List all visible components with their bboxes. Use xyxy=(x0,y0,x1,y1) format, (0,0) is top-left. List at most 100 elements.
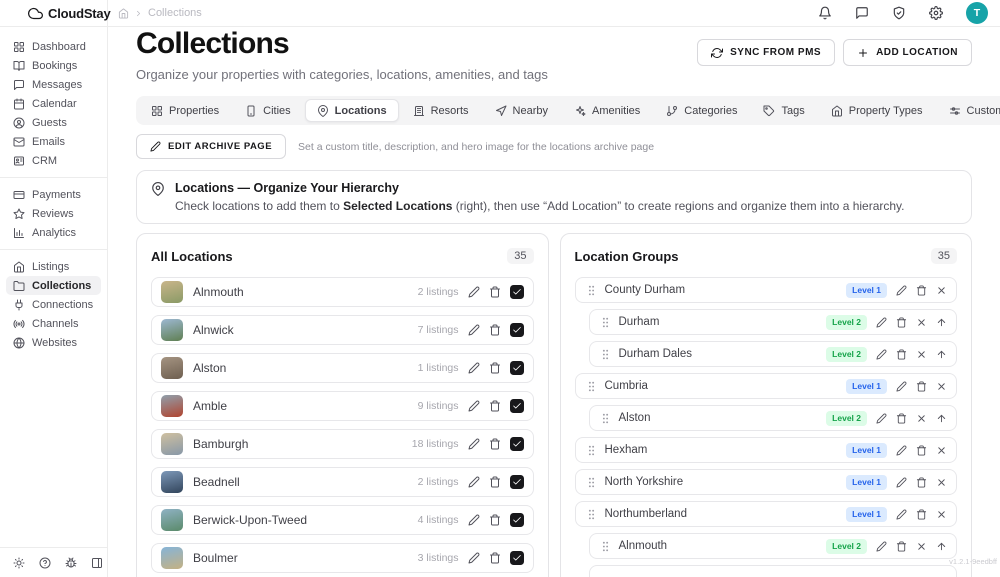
trash-icon[interactable] xyxy=(896,316,907,328)
location-checkbox[interactable] xyxy=(509,475,524,489)
group-row[interactable]: Durham Dales Level 2 xyxy=(588,341,957,367)
drag-handle-icon[interactable] xyxy=(599,348,612,361)
remove-icon[interactable] xyxy=(936,381,947,392)
location-checkbox[interactable] xyxy=(509,323,524,337)
edit-icon[interactable] xyxy=(876,349,887,360)
shield-check-icon[interactable] xyxy=(892,6,906,20)
edit-icon[interactable] xyxy=(468,552,480,564)
tab-properties[interactable]: Properties xyxy=(139,99,231,122)
tab-custom-fields[interactable]: Custom Fields xyxy=(937,99,1000,122)
location-row[interactable]: Alnmouth 2 listings xyxy=(151,277,534,307)
edit-icon[interactable] xyxy=(468,476,480,488)
edit-icon[interactable] xyxy=(876,541,887,552)
tab-resorts[interactable]: Resorts xyxy=(401,99,481,122)
trash-icon[interactable] xyxy=(896,412,907,424)
gear-icon[interactable] xyxy=(929,6,943,20)
move-up-icon[interactable] xyxy=(936,349,947,360)
remove-icon[interactable] xyxy=(936,285,947,296)
drag-handle-icon[interactable] xyxy=(585,476,598,489)
remove-icon[interactable] xyxy=(916,413,927,424)
location-row[interactable]: Amble 9 listings xyxy=(151,391,534,421)
remove-icon[interactable] xyxy=(916,541,927,552)
group-row[interactable]: Cumbria Level 1 xyxy=(574,373,957,399)
help-icon[interactable] xyxy=(39,557,51,569)
remove-icon[interactable] xyxy=(936,509,947,520)
edit-icon[interactable] xyxy=(896,509,907,520)
group-row[interactable] xyxy=(588,565,957,577)
trash-icon[interactable] xyxy=(916,284,927,296)
edit-icon[interactable] xyxy=(468,286,480,298)
edit-icon[interactable] xyxy=(896,381,907,392)
edit-icon[interactable] xyxy=(896,477,907,488)
trash-icon[interactable] xyxy=(916,380,927,392)
drag-handle-icon[interactable] xyxy=(585,444,598,457)
panel-icon[interactable] xyxy=(91,557,103,569)
location-row[interactable]: Bamburgh 18 listings xyxy=(151,429,534,459)
location-row[interactable]: Beadnell 2 listings xyxy=(151,467,534,497)
location-row[interactable]: Alston 1 listings xyxy=(151,353,534,383)
sun-icon[interactable] xyxy=(13,557,25,569)
trash-icon[interactable] xyxy=(489,286,501,298)
edit-icon[interactable] xyxy=(468,514,480,526)
drag-handle-icon[interactable] xyxy=(585,284,598,297)
bell-icon[interactable] xyxy=(818,6,832,20)
edit-icon[interactable] xyxy=(896,285,907,296)
group-row[interactable]: County Durham Level 1 xyxy=(574,277,957,303)
tab-property-types[interactable]: Property Types xyxy=(819,99,935,122)
edit-icon[interactable] xyxy=(896,445,907,456)
sidebar-item-connections[interactable]: Connections xyxy=(6,295,101,314)
sidebar-item-calendar[interactable]: Calendar xyxy=(6,94,101,113)
message-icon[interactable] xyxy=(855,6,869,20)
tab-tags[interactable]: Tags xyxy=(751,99,816,122)
sidebar-item-payments[interactable]: Payments xyxy=(6,185,101,204)
group-row[interactable]: Northumberland Level 1 xyxy=(574,501,957,527)
trash-icon[interactable] xyxy=(489,438,501,450)
location-checkbox[interactable] xyxy=(509,361,524,375)
drag-handle-icon[interactable] xyxy=(585,508,598,521)
remove-icon[interactable] xyxy=(916,317,927,328)
location-row[interactable]: Alnwick 7 listings xyxy=(151,315,534,345)
sidebar-item-websites[interactable]: Websites xyxy=(6,333,101,352)
edit-archive-page-button[interactable]: EDIT ARCHIVE PAGE xyxy=(136,134,287,159)
tab-locations[interactable]: Locations xyxy=(304,99,399,122)
sidebar-item-channels[interactable]: Channels xyxy=(6,314,101,333)
location-checkbox[interactable] xyxy=(509,513,524,527)
sidebar-item-emails[interactable]: Emails xyxy=(6,132,101,151)
edit-icon[interactable] xyxy=(468,438,480,450)
tab-categories[interactable]: Categories xyxy=(654,99,749,122)
sidebar-item-bookings[interactable]: Bookings xyxy=(6,56,101,75)
move-up-icon[interactable] xyxy=(936,317,947,328)
edit-icon[interactable] xyxy=(468,324,480,336)
logo[interactable]: CloudStay xyxy=(0,0,111,26)
sidebar-item-crm[interactable]: CRM xyxy=(6,151,101,170)
drag-handle-icon[interactable] xyxy=(599,540,612,553)
sidebar-item-analytics[interactable]: Analytics xyxy=(6,223,101,242)
location-checkbox[interactable] xyxy=(509,399,524,413)
drag-handle-icon[interactable] xyxy=(585,380,598,393)
trash-icon[interactable] xyxy=(489,514,501,526)
trash-icon[interactable] xyxy=(916,444,927,456)
trash-icon[interactable] xyxy=(489,476,501,488)
trash-icon[interactable] xyxy=(489,324,501,336)
edit-icon[interactable] xyxy=(468,400,480,412)
trash-icon[interactable] xyxy=(489,400,501,412)
sidebar-item-dashboard[interactable]: Dashboard xyxy=(6,37,101,56)
group-row[interactable]: Hexham Level 1 xyxy=(574,437,957,463)
group-row[interactable]: North Yorkshire Level 1 xyxy=(574,469,957,495)
trash-icon[interactable] xyxy=(916,476,927,488)
location-row[interactable]: Berwick-Upon-Tweed 4 listings xyxy=(151,505,534,535)
trash-icon[interactable] xyxy=(896,540,907,552)
group-row[interactable]: Alston Level 2 xyxy=(588,405,957,431)
tab-cities[interactable]: Cities xyxy=(233,99,303,122)
edit-icon[interactable] xyxy=(876,413,887,424)
sidebar-item-listings[interactable]: Listings xyxy=(6,257,101,276)
location-row[interactable]: Boulmer 3 listings xyxy=(151,543,534,573)
trash-icon[interactable] xyxy=(896,348,907,360)
tab-amenities[interactable]: Amenities xyxy=(562,99,652,122)
drag-handle-icon[interactable] xyxy=(599,412,612,425)
location-checkbox[interactable] xyxy=(509,285,524,299)
bug-icon[interactable] xyxy=(65,557,77,569)
trash-icon[interactable] xyxy=(489,362,501,374)
sync-from-pms-button[interactable]: SYNC FROM PMS xyxy=(697,39,836,66)
sidebar-item-collections[interactable]: Collections xyxy=(6,276,101,295)
